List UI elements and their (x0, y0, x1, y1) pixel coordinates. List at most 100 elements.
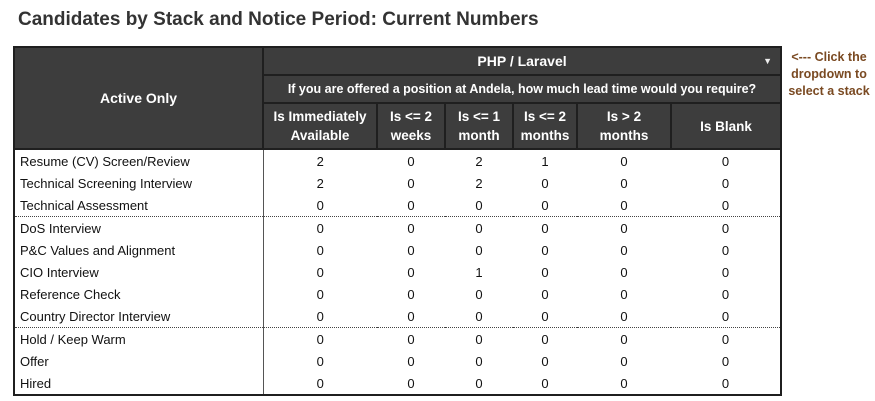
table-cell: 0 (541, 308, 549, 324)
table-cell: 0 (316, 264, 324, 280)
table-cell: 0 (316, 197, 324, 213)
table-cell: 0 (541, 375, 549, 391)
column-header-over-2-months: Is > 2 months (576, 102, 672, 150)
table-cell: 0 (620, 197, 628, 213)
table-cell: 0 (475, 197, 483, 213)
table-cell: 2 (475, 153, 483, 169)
table-cell: 0 (407, 353, 415, 369)
table-cell: 0 (620, 286, 628, 302)
table-cell: 0 (407, 197, 415, 213)
table-cell: 0 (620, 353, 628, 369)
table-cell: 0 (721, 242, 730, 258)
table-body: Resume (CV) Screen/Review 2 0 2 1 0 0 Technical… (14, 149, 782, 395)
table-cell: 0 (407, 153, 415, 169)
table-cell: 0 (316, 286, 324, 302)
row-label: Resume (CV) Screen/Review (14, 149, 264, 172)
table-cell: 0 (407, 175, 415, 191)
table-cell: 0 (407, 375, 415, 391)
table-cell: 0 (475, 375, 483, 391)
table-cell: 0 (407, 242, 415, 258)
row-label: Technical Assessment (14, 194, 264, 217)
row-header-active-only: Active Only (13, 46, 264, 150)
table-row: Technical Screening Interview 2 0 2 0 0 0 (14, 172, 781, 194)
table-row: Reference Check 0 0 0 0 0 0 (14, 283, 781, 305)
dropdown-hint: <--- Click the dropdown to select a stac… (788, 50, 870, 98)
table-cell: 0 (263, 327, 377, 350)
table-row: DoS Interview 0 0 0 0 0 0 (14, 216, 782, 239)
row-label: Technical Screening Interview (14, 172, 264, 194)
row-label: CIO Interview (14, 261, 264, 283)
table-cell: 0 (475, 286, 483, 302)
table-cell: 0 (316, 308, 324, 324)
row-label: Hold / Keep Warm (14, 327, 264, 350)
table-row: Hold / Keep Warm 0 0 0 0 0 0 (14, 327, 782, 350)
table-cell: 2 (475, 175, 483, 191)
table-cell: 0 (445, 216, 513, 239)
table-cell: 0 (577, 216, 671, 239)
table-cell: 0 (407, 264, 415, 280)
table-cell: 0 (541, 353, 549, 369)
table-cell: 0 (475, 308, 483, 324)
row-label: Reference Check (14, 283, 264, 305)
row-label: P&C Values and Alignment (14, 239, 264, 261)
row-label: Country Director Interview (14, 305, 264, 328)
stack-dropdown[interactable]: PHP / Laravel ▼ (261, 46, 783, 76)
table-cell: 0 (721, 375, 730, 391)
table-row: Technical Assessment 0 0 0 0 0 0 (14, 194, 781, 217)
table-row: Hired 0 0 0 0 0 0 (14, 372, 781, 395)
table-cell: 0 (620, 153, 628, 169)
table-cell: 0 (721, 197, 730, 213)
column-header-blank: Is Blank (669, 102, 783, 150)
table-cell: 0 (475, 242, 483, 258)
table-cell: 0 (513, 216, 577, 239)
table-cell: 0 (721, 264, 730, 280)
table-row: Offer 0 0 0 0 0 0 (14, 350, 781, 372)
table-cell: 0 (513, 327, 577, 350)
table-cell: 0 (541, 197, 549, 213)
stack-dropdown-value: PHP / Laravel (477, 53, 567, 69)
table-cell: 0 (445, 327, 513, 350)
table-cell: 0 (671, 216, 782, 239)
table-cell: 0 (721, 308, 730, 324)
table-cell: 0 (541, 286, 549, 302)
table-cell: 0 (263, 216, 377, 239)
pivot-table: Active Only PHP / Laravel ▼ If you are o… (13, 46, 783, 396)
table-cell: 0 (407, 308, 415, 324)
table-cell: 0 (377, 216, 445, 239)
row-label: Offer (14, 350, 264, 372)
table-cell: 0 (721, 153, 730, 169)
table-cell: 0 (620, 264, 628, 280)
row-label: DoS Interview (14, 216, 264, 239)
table-cell: 0 (671, 327, 782, 350)
table-row: Resume (CV) Screen/Review 2 0 2 1 0 0 (14, 149, 781, 172)
table-cell: 1 (541, 153, 549, 169)
table-row: P&C Values and Alignment 0 0 0 0 0 0 (14, 239, 781, 261)
table-cell: 0 (541, 264, 549, 280)
table-cell: 1 (475, 264, 483, 280)
table-cell: 0 (407, 286, 415, 302)
column-header-immediately: Is Immediately Available (262, 102, 378, 150)
column-header-1-month: Is <= 1 month (444, 102, 514, 150)
caret-down-icon[interactable]: ▼ (763, 56, 773, 66)
table-cell: 0 (620, 242, 628, 258)
table-cell: 0 (721, 175, 730, 191)
column-header-2-months: Is <= 2 months (512, 102, 578, 150)
table-cell: 0 (620, 375, 628, 391)
table-row: CIO Interview 0 0 1 0 0 0 (14, 261, 781, 283)
column-header-2-weeks: Is <= 2 weeks (376, 102, 446, 150)
table-cell: 0 (541, 242, 549, 258)
page-title: Candidates by Stack and Notice Period: C… (18, 9, 539, 30)
table-cell: 0 (721, 353, 730, 369)
table-cell: 0 (620, 175, 628, 191)
table-cell: 0 (577, 327, 671, 350)
row-label: Hired (14, 372, 264, 395)
table-cell: 0 (316, 353, 324, 369)
table-cell: 0 (377, 327, 445, 350)
table-cell: 0 (620, 308, 628, 324)
table-cell: 0 (541, 175, 549, 191)
table-cell: 0 (721, 286, 730, 302)
question-header: If you are offered a position at Andela,… (261, 74, 783, 104)
table-cell: 2 (316, 153, 324, 169)
table-row: Country Director Interview 0 0 0 0 0 0 (14, 305, 781, 328)
table-cell: 2 (316, 175, 324, 191)
